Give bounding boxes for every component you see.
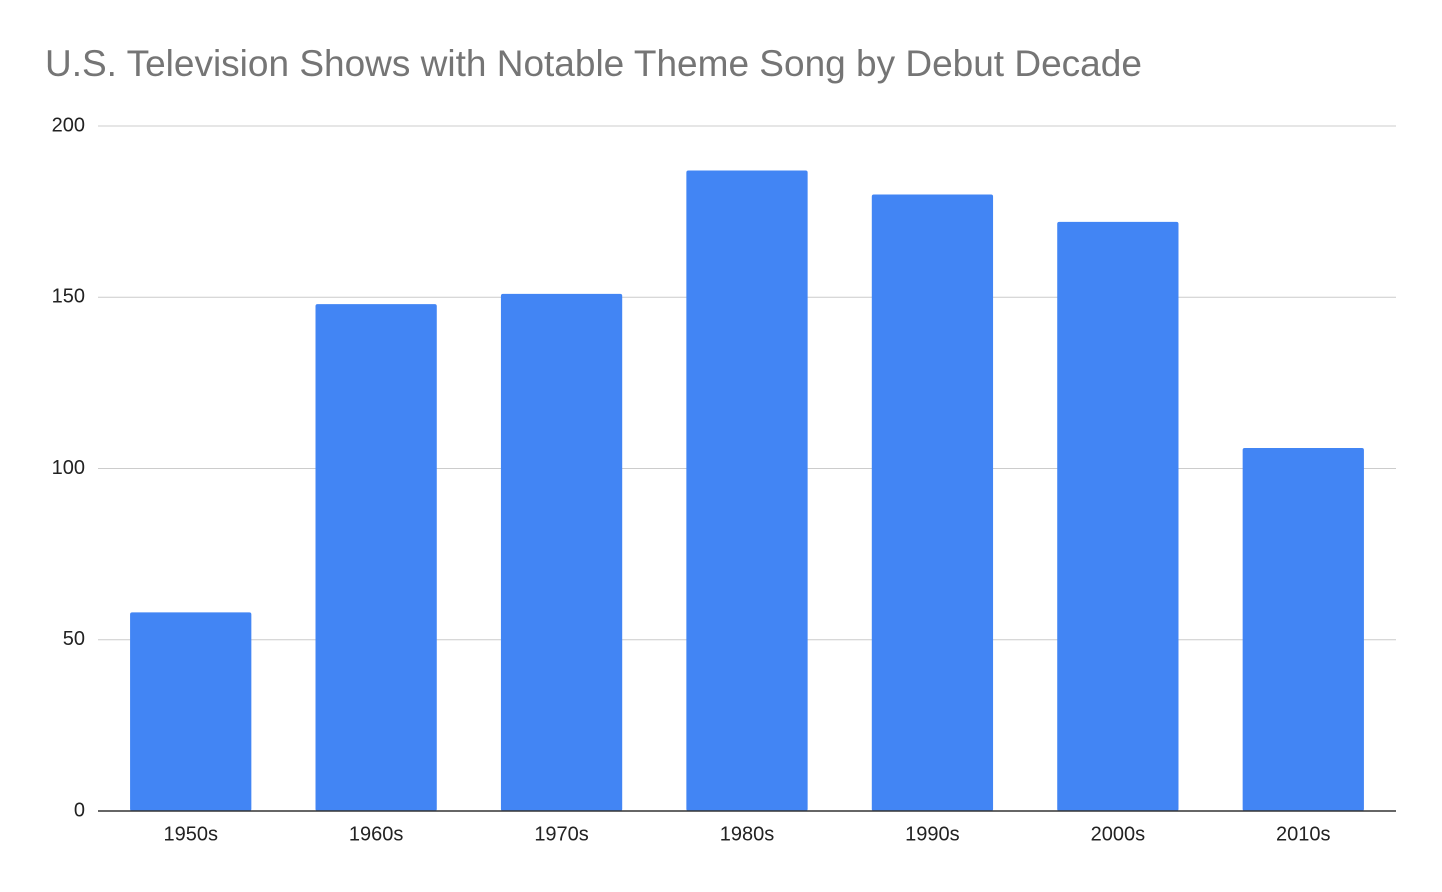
bar bbox=[871, 194, 994, 811]
bar bbox=[500, 293, 623, 811]
y-tick-label: 200 bbox=[52, 114, 85, 136]
x-tick-label: 1950s bbox=[163, 823, 218, 845]
x-tick-label: 1960s bbox=[349, 823, 404, 845]
x-tick-label: 2000s bbox=[1091, 823, 1146, 845]
x-tick-label: 1980s bbox=[720, 823, 775, 845]
bar bbox=[1057, 221, 1179, 811]
x-tick-label: 1990s bbox=[905, 823, 960, 845]
y-tick-label: 150 bbox=[52, 286, 85, 308]
x-tick-label: 1970s bbox=[534, 823, 589, 845]
x-tick-label: 2010s bbox=[1276, 823, 1331, 845]
bar bbox=[686, 170, 808, 811]
chart-title: U.S. Television Shows with Notable Theme… bbox=[45, 43, 1142, 84]
bar bbox=[315, 304, 437, 811]
y-tick-label: 100 bbox=[52, 457, 85, 479]
y-tick-label: 50 bbox=[63, 628, 85, 650]
bar bbox=[1242, 447, 1364, 811]
y-tick-label: 0 bbox=[74, 799, 85, 821]
bar bbox=[130, 612, 252, 811]
